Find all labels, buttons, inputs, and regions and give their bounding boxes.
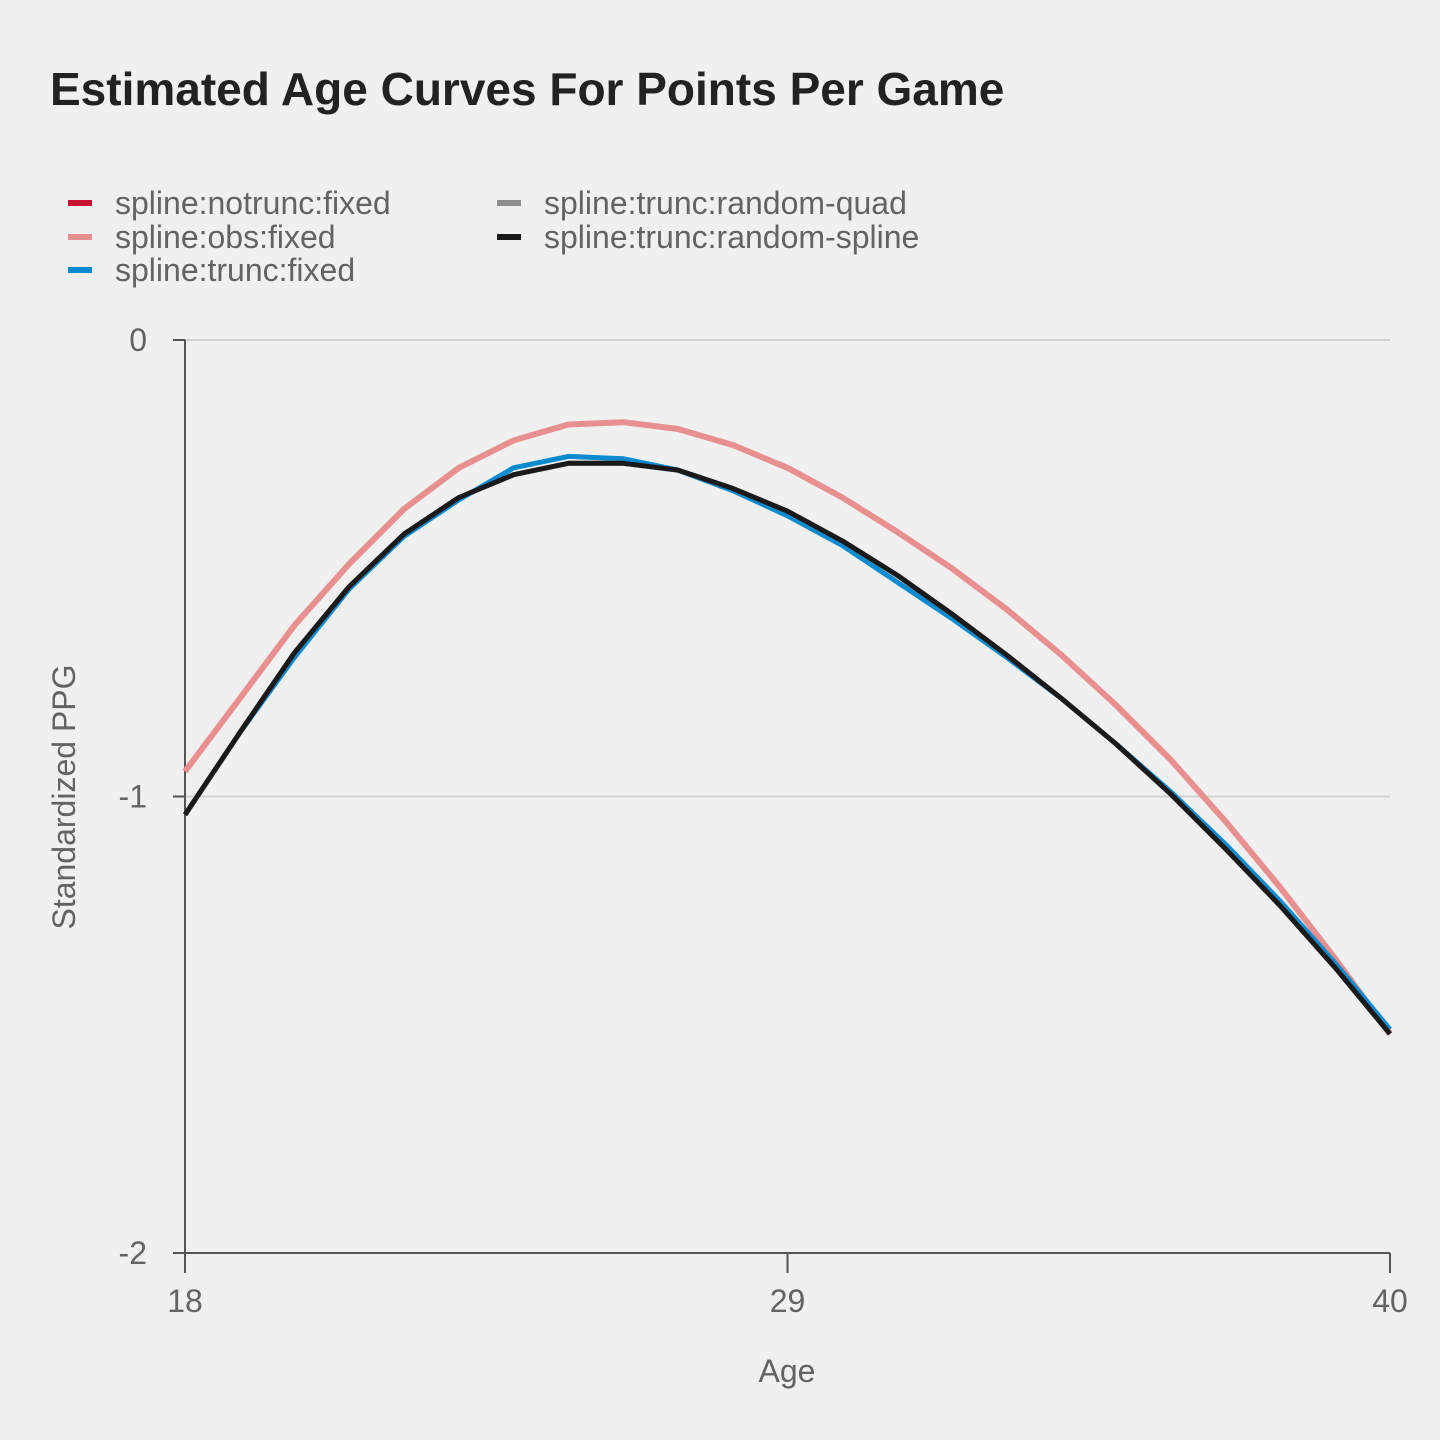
y-axis-title: Standardized PPG <box>46 664 82 929</box>
series-line-spline-trunc-random-spline <box>182 460 1392 1036</box>
legend-label: spline:trunc:fixed <box>115 252 355 288</box>
grid-lines <box>185 339 1390 1254</box>
x-tick-label: 40 <box>1372 1283 1408 1319</box>
x-tick-label: 29 <box>770 1283 806 1319</box>
legend-label: spline:obs:fixed <box>115 219 336 255</box>
legend-label: spline:notrunc:fixed <box>115 185 391 221</box>
series-lines <box>182 419 1393 1036</box>
tick-labels: 0 -1 -2 18 29 40 <box>119 322 1408 1319</box>
legend-label: spline:trunc:random-quad <box>544 185 907 221</box>
y-tick-label: 0 <box>129 322 147 358</box>
series-line-spline-obs-fixed <box>182 419 1393 1036</box>
chart-legend: spline:notrunc:fixedspline:obs:fixedspli… <box>68 185 919 288</box>
x-axis-title: Age <box>759 1353 816 1389</box>
x-tick-label: 18 <box>167 1283 203 1319</box>
legend-label: spline:trunc:random-spline <box>544 219 919 255</box>
series-line-spline-trunc-fixed <box>182 453 1392 1031</box>
chart-title: Estimated Age Curves For Points Per Game <box>50 63 1004 115</box>
y-tick-label: -1 <box>119 779 147 815</box>
axes <box>173 339 1391 1273</box>
y-tick-label: -2 <box>119 1235 147 1271</box>
